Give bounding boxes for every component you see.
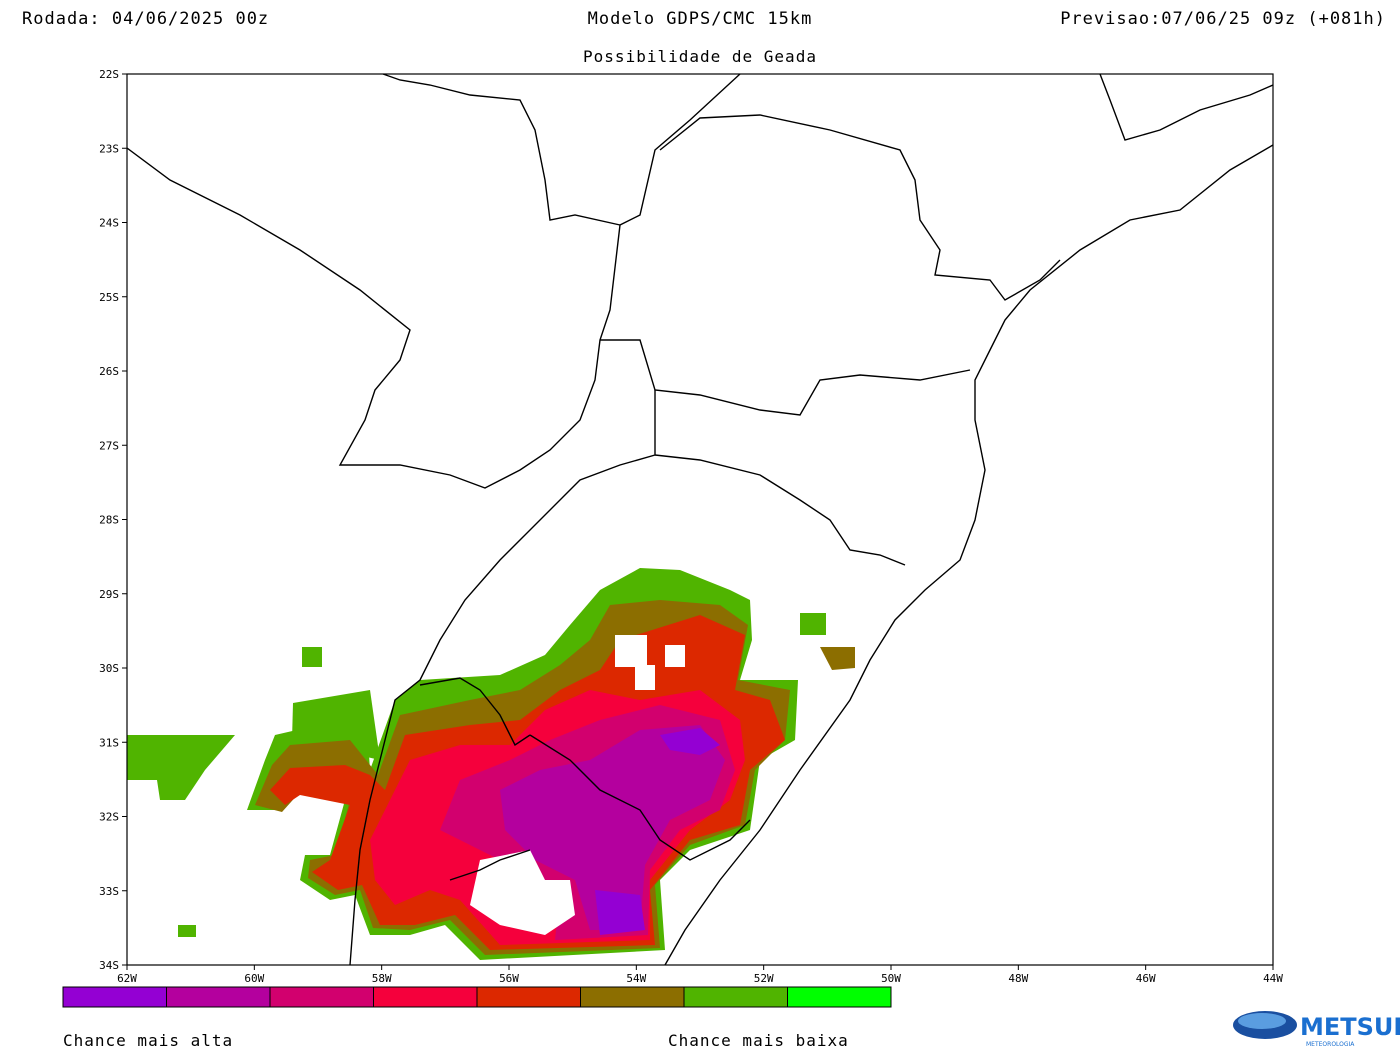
legend-low-label: Chance mais baixa [668, 1031, 849, 1050]
lat-label: 27S [99, 439, 119, 452]
lat-label: 34S [99, 959, 119, 972]
legend-swatch [166, 986, 271, 1008]
lon-label: 54W [626, 972, 646, 985]
lon-label: 50W [881, 972, 901, 985]
legend-swatch [580, 986, 685, 1008]
legend-high-label: Chance mais alta [63, 1031, 233, 1050]
logo-name: METSUL [1300, 1013, 1400, 1041]
legend [62, 986, 892, 1008]
legend-swatch [476, 986, 581, 1008]
borders [126, 73, 1274, 966]
lat-label: 31S [99, 736, 119, 749]
axis-labels: 22S23S24S25S26S27S28S29S30S31S32S33S34S6… [99, 68, 1283, 985]
lon-label: 56W [499, 972, 519, 985]
lat-label: 24S [99, 217, 119, 230]
lat-label: 25S [99, 291, 119, 304]
frost-field [127, 568, 855, 960]
legend-swatch [269, 986, 374, 1008]
logo-tagline: METEOROLOGIA [1306, 1041, 1355, 1048]
lon-label: 62W [117, 972, 137, 985]
legend-swatch [787, 986, 892, 1008]
lon-label: 58W [372, 972, 392, 985]
model-label: Modelo GDPS/CMC 15km [588, 9, 813, 29]
lat-label: 33S [99, 885, 119, 898]
lon-label: 48W [1008, 972, 1028, 985]
subtitle: Possibilidade de Geada [583, 47, 817, 66]
lat-label: 26S [99, 365, 119, 378]
lon-label: 52W [754, 972, 774, 985]
lat-label: 29S [99, 588, 119, 601]
lat-label: 32S [99, 811, 119, 824]
lat-label: 30S [99, 662, 119, 675]
lon-label: 60W [244, 972, 264, 985]
run-label: Rodada: 04/06/2025 00z [22, 9, 269, 29]
lon-label: 44W [1263, 972, 1283, 985]
lon-label: 46W [1136, 972, 1156, 985]
legend-swatch [373, 986, 478, 1008]
lat-label: 28S [99, 514, 119, 527]
logo: METSUL METEOROLOGIA [1233, 1011, 1400, 1048]
lat-label: 23S [99, 142, 119, 155]
legend-swatch [683, 986, 788, 1008]
legend-swatch [62, 986, 167, 1008]
lat-label: 22S [99, 68, 119, 81]
forecast-label: Previsao:07/06/25 09z (+081h) [1060, 9, 1386, 29]
